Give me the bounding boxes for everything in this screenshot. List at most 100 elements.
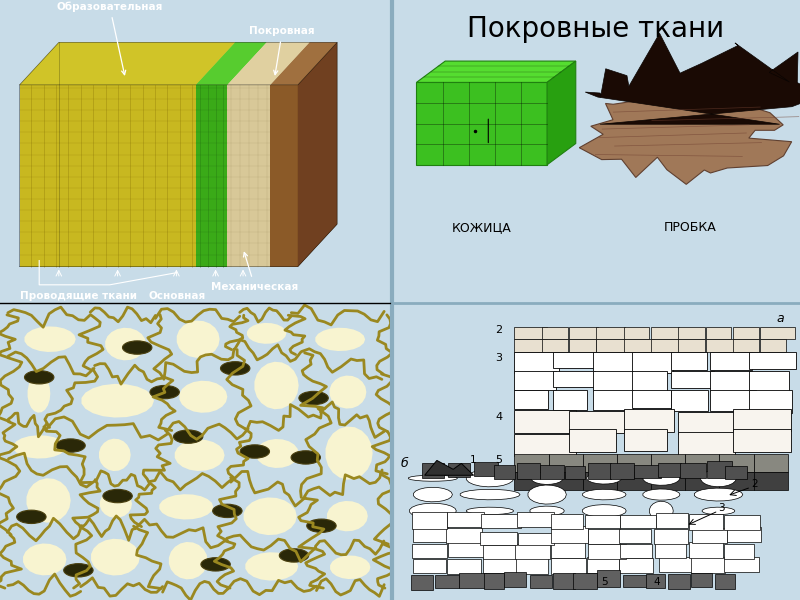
Bar [710, 371, 752, 391]
Polygon shape [256, 439, 298, 468]
Bar [619, 557, 653, 573]
Polygon shape [227, 85, 270, 266]
Bar [686, 472, 719, 490]
Text: Механическая: Механическая [211, 253, 298, 292]
Polygon shape [650, 501, 674, 521]
Polygon shape [694, 488, 742, 501]
Bar [554, 371, 595, 387]
Bar [631, 352, 674, 373]
Bar [651, 339, 679, 352]
Bar [733, 327, 759, 339]
Bar [706, 327, 731, 339]
Bar [412, 512, 447, 529]
Bar [631, 371, 667, 391]
Bar [692, 528, 726, 544]
Polygon shape [587, 472, 622, 484]
Polygon shape [27, 374, 50, 413]
Bar [484, 573, 504, 589]
Bar [573, 573, 598, 589]
Bar [551, 514, 582, 529]
Bar [565, 466, 585, 479]
Bar [656, 514, 688, 528]
Bar [658, 557, 694, 572]
Bar [651, 454, 686, 472]
Ellipse shape [291, 451, 321, 464]
Bar [631, 391, 671, 408]
Bar [542, 339, 568, 352]
Bar [446, 528, 482, 543]
Polygon shape [82, 384, 154, 418]
Bar [620, 544, 652, 558]
Polygon shape [196, 85, 227, 266]
Polygon shape [19, 43, 235, 85]
Bar [658, 463, 681, 477]
Bar [587, 557, 619, 574]
Bar [754, 472, 788, 490]
Bar [474, 461, 498, 476]
Bar [582, 472, 617, 490]
Polygon shape [417, 82, 547, 165]
Bar [597, 327, 625, 339]
Polygon shape [25, 326, 76, 352]
Polygon shape [417, 61, 576, 82]
Ellipse shape [240, 445, 270, 458]
Polygon shape [19, 85, 196, 266]
Bar [618, 529, 651, 543]
Bar [414, 527, 448, 542]
Bar [435, 575, 458, 588]
Bar [761, 339, 786, 352]
Bar [754, 454, 788, 472]
Polygon shape [26, 478, 70, 523]
Bar [551, 526, 588, 542]
Ellipse shape [174, 430, 203, 443]
Bar [617, 454, 651, 472]
Text: ПРОБКА: ПРОБКА [663, 221, 716, 234]
Text: 4: 4 [495, 412, 502, 422]
Bar [719, 472, 754, 490]
Bar [588, 529, 620, 544]
Bar [588, 463, 611, 479]
Bar [514, 339, 543, 352]
Bar [733, 339, 758, 352]
Bar [678, 412, 735, 434]
Bar [651, 472, 686, 490]
Polygon shape [227, 43, 310, 85]
Ellipse shape [25, 371, 54, 384]
Text: Проводящие ткани: Проводящие ткани [19, 291, 137, 301]
Bar [710, 391, 756, 412]
Text: Покровные ткани: Покровные ткани [467, 15, 725, 43]
Bar [515, 544, 550, 559]
Polygon shape [701, 470, 736, 487]
Polygon shape [643, 489, 680, 500]
Bar [706, 461, 732, 478]
Text: 3: 3 [718, 503, 725, 513]
Bar [726, 466, 746, 479]
Bar [514, 371, 556, 390]
Bar [623, 575, 648, 587]
Bar [715, 574, 734, 589]
Text: 5: 5 [495, 455, 502, 465]
Polygon shape [270, 43, 337, 85]
Bar [593, 371, 634, 391]
Text: 3: 3 [495, 353, 502, 362]
Bar [481, 532, 517, 545]
Bar [504, 572, 526, 587]
Text: а: а [776, 312, 784, 325]
Text: 2: 2 [751, 479, 758, 489]
Bar [569, 339, 596, 352]
Polygon shape [582, 489, 626, 500]
Polygon shape [409, 475, 458, 481]
Bar [481, 514, 521, 528]
Polygon shape [270, 43, 337, 85]
Bar [448, 542, 485, 557]
Bar [690, 572, 712, 587]
Bar [723, 544, 754, 559]
Bar [678, 327, 705, 339]
Bar [422, 463, 444, 478]
Bar [680, 463, 706, 478]
Bar [483, 545, 516, 559]
Polygon shape [99, 439, 130, 471]
Bar [670, 371, 714, 388]
Bar [550, 558, 586, 574]
Polygon shape [466, 507, 514, 515]
